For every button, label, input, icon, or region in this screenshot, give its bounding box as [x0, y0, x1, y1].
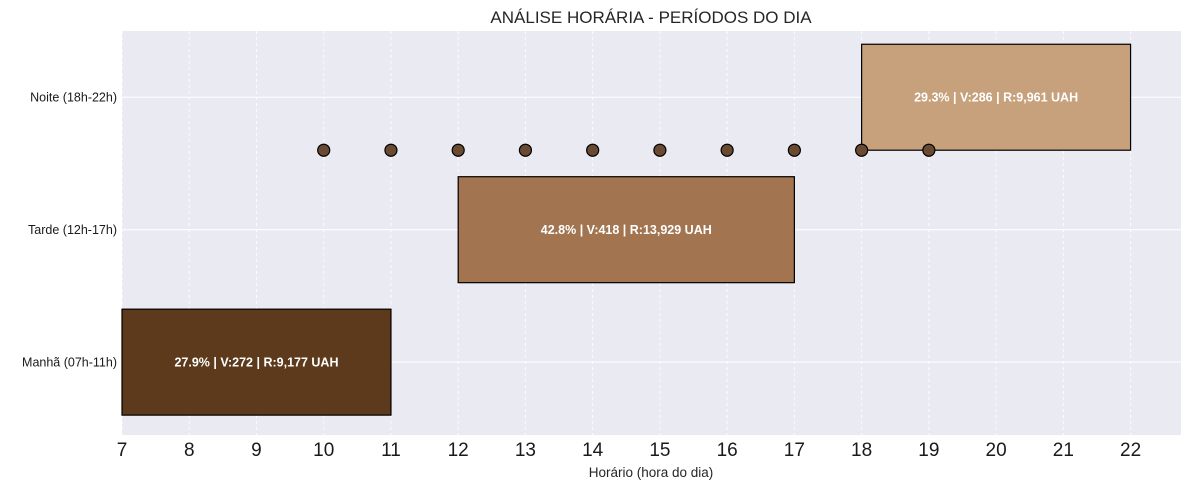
bar-label: 29.3% | V:286 | R:9,961 UAH — [914, 91, 1078, 105]
y-tick-label: Manhã (07h-11h) — [22, 356, 117, 370]
bar-2 — [457, 176, 795, 284]
hour-marker — [787, 143, 801, 157]
bars: 27.9% | V:272 | R:9,177 UAH 42.8% | V:418… — [121, 43, 1132, 416]
hour-marker — [518, 143, 533, 157]
hour-marker — [384, 143, 398, 157]
y-tick-label: Noite (18h-22h) — [30, 91, 117, 105]
hour-marker — [317, 143, 331, 157]
x-tick-label: 20 — [986, 440, 1007, 461]
hour-marker — [586, 143, 600, 157]
hour-marker — [720, 143, 734, 157]
x-tick-label: 11 — [381, 440, 401, 461]
x-tick-label: 14 — [582, 440, 604, 461]
x-tick-label: 9 — [251, 440, 262, 461]
x-tick-label: 21 — [1053, 440, 1074, 461]
hour-marker — [922, 143, 936, 157]
markers — [317, 143, 936, 157]
x-tick-labels: 7 8 9 10 11 12 13 14 15 16 17 18 19 20 21 22 — [117, 440, 1141, 461]
bar-label: 42.8% | V:418 | R:13,929 UAH — [541, 223, 712, 237]
x-tick-label: 22 — [1120, 440, 1141, 461]
x-tick-label: 13 — [515, 440, 536, 461]
chart-title: ANÁLISE HORÁRIA - PERÍODOS DO DIA — [490, 8, 812, 27]
y-tick-labels: Manhã (07h-11h) Tarde (12h-17h) Noite (18h… — [22, 91, 117, 370]
x-tick-label: 19 — [918, 440, 939, 461]
x-axis-label: Horário (hora do dia) — [589, 465, 714, 480]
hour-marker — [653, 143, 667, 157]
x-tick-label: 17 — [784, 440, 805, 461]
hour-marker — [451, 143, 465, 157]
x-tick-label: 10 — [313, 440, 334, 461]
bar-1 — [121, 308, 392, 416]
hour-marker — [855, 143, 869, 157]
x-tick-label: 8 — [184, 440, 195, 461]
y-tick-label: Tarde (12h-17h) — [28, 223, 117, 237]
x-tick-label: 15 — [649, 440, 670, 461]
x-tick-label: 18 — [851, 440, 872, 461]
x-tick-label: 16 — [717, 440, 738, 461]
x-tick-label: 7 — [117, 440, 128, 461]
bar-3 — [861, 43, 1132, 151]
bar-label: 27.9% | V:272 | R:9,177 UAH — [174, 356, 338, 370]
x-tick-label: 12 — [448, 440, 469, 461]
